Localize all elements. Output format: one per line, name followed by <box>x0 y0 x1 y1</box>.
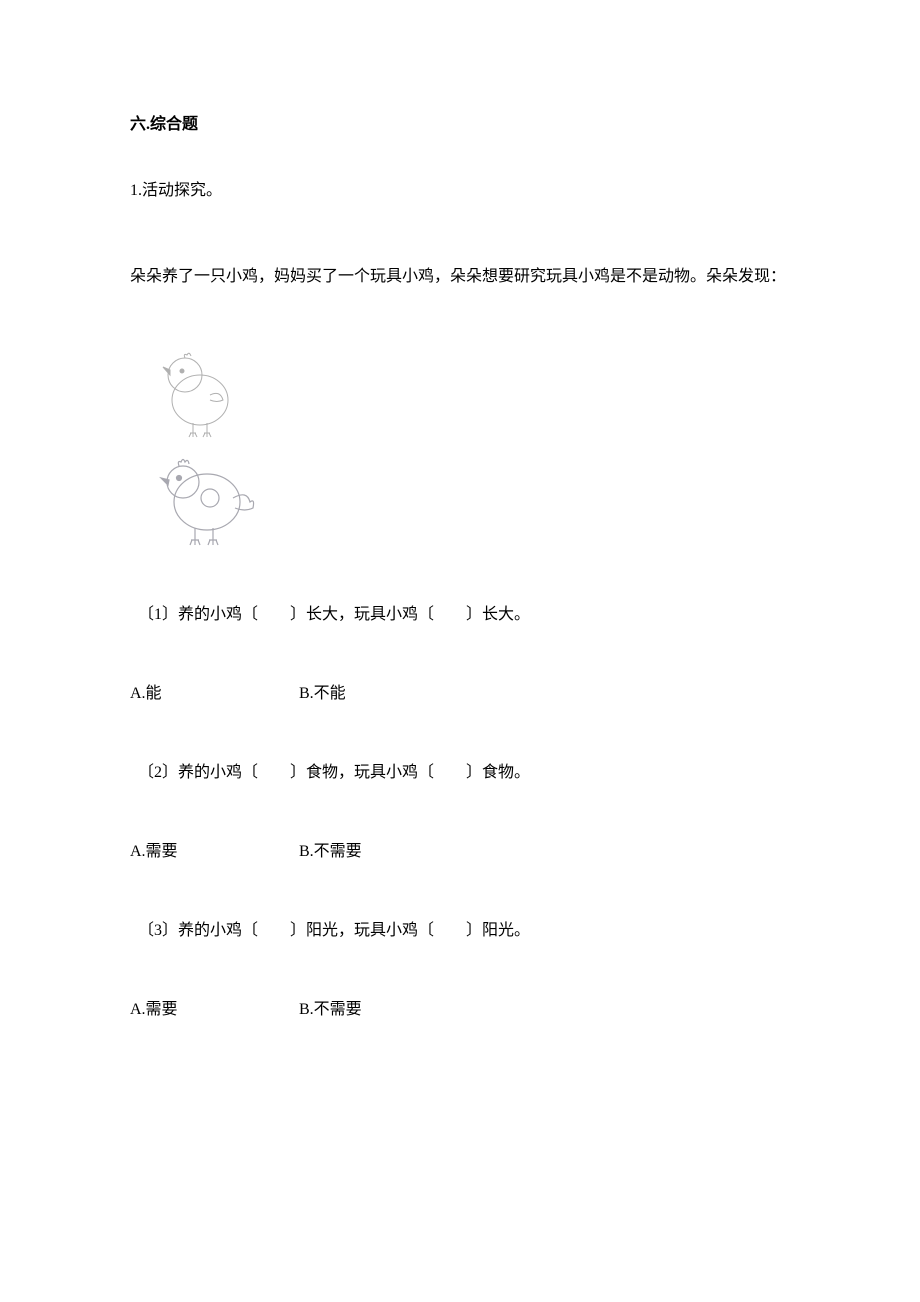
options-3: A.需要 B.不需要 <box>130 995 790 1019</box>
chick-image-2 <box>155 450 265 550</box>
option-2b: B.不需要 <box>299 837 362 861</box>
chick-image-1 <box>155 345 250 440</box>
option-2a: A.需要 <box>130 837 295 861</box>
option-1b: B.不能 <box>299 679 346 703</box>
question-paragraph: 朵朵养了一只小鸡，妈妈买了一个玩具小鸡，朵朵想要研究玩具小鸡是不是动物。朵朵发现… <box>130 255 790 300</box>
option-3b: B.不需要 <box>299 995 362 1019</box>
section-title: 六.综合题 <box>130 110 790 134</box>
options-2: A.需要 B.不需要 <box>130 837 790 861</box>
sub-question-2: 〔2〕养的小鸡〔 〕食物，玩具小鸡〔 〕食物。 <box>138 758 790 782</box>
sub-question-1: 〔1〕养的小鸡〔 〕长大，玩具小鸡〔 〕长大。 <box>138 600 790 624</box>
image-container <box>155 345 790 550</box>
question-intro: 1.活动探究。 <box>130 176 790 200</box>
options-1: A.能 B.不能 <box>130 679 790 703</box>
sub-question-3: 〔3〕养的小鸡〔 〕阳光，玩具小鸡〔 〕阳光。 <box>138 916 790 940</box>
option-1a: A.能 <box>130 679 295 703</box>
option-3a: A.需要 <box>130 995 295 1019</box>
